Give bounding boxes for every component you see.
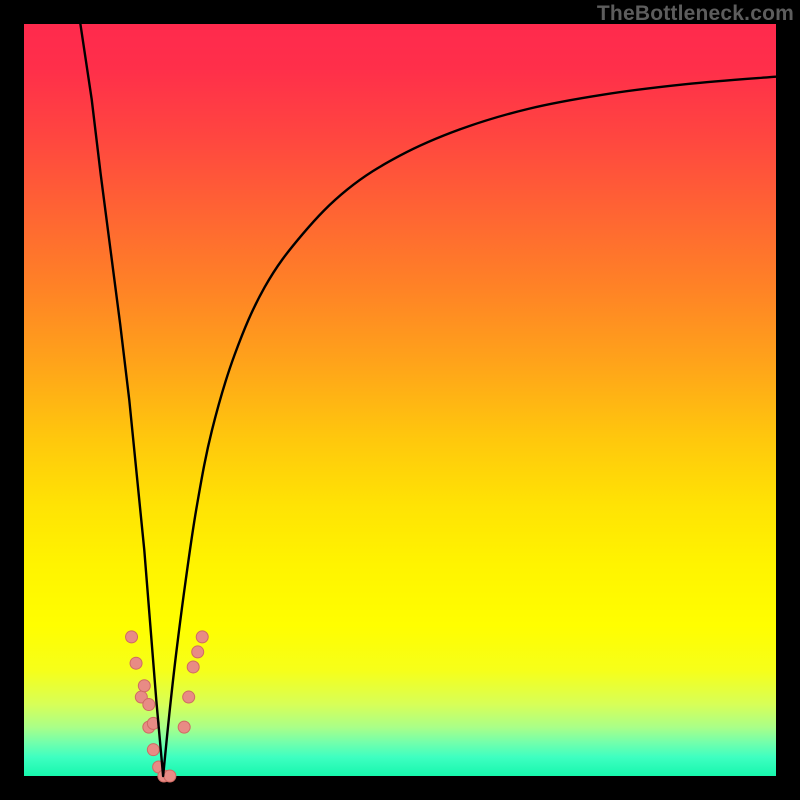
data-dot	[147, 744, 159, 756]
data-dot	[143, 699, 155, 711]
attribution-label: TheBottleneck.com	[597, 2, 794, 26]
chart-stage: TheBottleneck.com	[0, 0, 800, 800]
data-dot	[164, 770, 176, 782]
data-dot	[130, 657, 142, 669]
chart-svg	[0, 0, 800, 800]
data-dot	[192, 646, 204, 658]
data-dot	[183, 691, 195, 703]
data-dot	[196, 631, 208, 643]
data-dot	[138, 680, 150, 692]
data-dot	[126, 631, 138, 643]
data-dot	[187, 661, 199, 673]
data-dot	[178, 721, 190, 733]
